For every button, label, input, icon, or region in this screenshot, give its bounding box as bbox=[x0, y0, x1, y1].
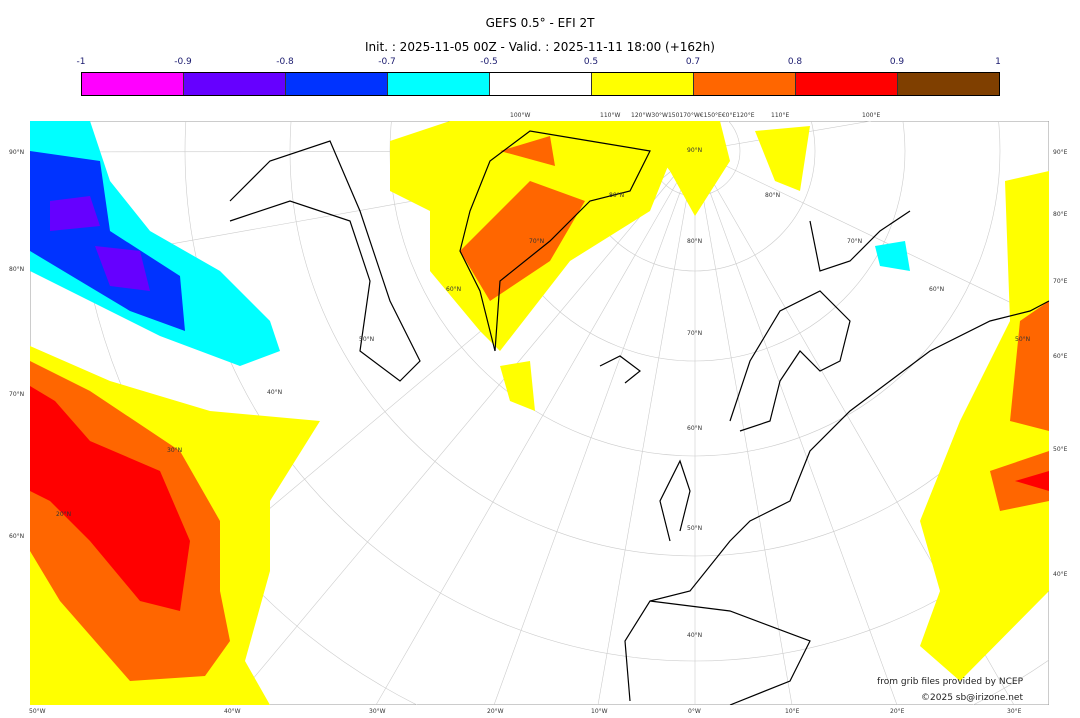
efi-field bbox=[30, 121, 1049, 705]
map-panel[interactable]: 90°N 80°N 70°N 60°N 50°N 40°N 30°N 20°N … bbox=[30, 121, 1049, 705]
efi-yellow-region bbox=[755, 126, 810, 191]
right-axis-label: 90°E bbox=[1053, 149, 1068, 156]
left-axis-label: 80°N bbox=[9, 266, 25, 273]
bottom-axis-label: 10°E bbox=[785, 708, 800, 715]
top-axis-label: 120°W30°W150170°W€150°E€0°E120°E bbox=[631, 112, 755, 119]
data-source-credit: from grib files provided by NCEP bbox=[877, 677, 1023, 687]
efi-cyan-region bbox=[875, 241, 910, 271]
novaya-zemlya-coast bbox=[809, 210, 911, 272]
right-axis-label: 60°E bbox=[1053, 353, 1068, 360]
grid-label: 40°N bbox=[687, 632, 702, 639]
britain-coast bbox=[659, 459, 691, 542]
efi-purple-region bbox=[95, 246, 150, 291]
bottom-axis-label: 50°W bbox=[29, 708, 46, 715]
grid-label: 60°N bbox=[929, 286, 944, 293]
grid-label: 40°N bbox=[267, 389, 282, 396]
grid-label: 30°N bbox=[167, 447, 182, 454]
iberia-coast bbox=[649, 600, 811, 705]
colorbar bbox=[81, 72, 1000, 96]
colorbar-tick: 1 bbox=[995, 57, 1001, 67]
map-subtitle: Init. : 2025-11-05 00Z - Valid. : 2025-1… bbox=[365, 40, 715, 54]
left-axis-label: 60°N bbox=[9, 533, 25, 540]
coastlines bbox=[229, 130, 1049, 705]
right-axis-label: 50°E bbox=[1053, 446, 1068, 453]
grid-label: 60°N bbox=[446, 286, 461, 293]
grid-label: 50°N bbox=[1015, 336, 1030, 343]
efi-yellow-region bbox=[920, 171, 1049, 681]
top-axis-label: 110°W bbox=[600, 112, 621, 119]
scandinavia-coast bbox=[729, 290, 851, 432]
top-axis-label: 110°E bbox=[771, 112, 790, 119]
iceland-coast bbox=[599, 355, 641, 384]
colorbar-swatch bbox=[592, 73, 694, 95]
colorbar-tick: -0.5 bbox=[480, 57, 498, 67]
colorbar-tick: -0.9 bbox=[174, 57, 192, 67]
colorbar-swatch bbox=[82, 73, 184, 95]
colorbar-swatch bbox=[694, 73, 796, 95]
bottom-axis-label: 0°W bbox=[688, 708, 701, 715]
right-axis-label: 70°E bbox=[1053, 278, 1068, 285]
europe-coast bbox=[624, 300, 1049, 702]
grid-label: 90°N bbox=[687, 147, 702, 154]
efi-orange-region bbox=[1010, 301, 1049, 431]
bottom-axis-label: 30°E bbox=[1007, 708, 1022, 715]
colorbar-swatch bbox=[898, 73, 999, 95]
efi-orange-region bbox=[500, 136, 555, 166]
efi-yellow-region bbox=[500, 361, 535, 411]
grid-label: 70°N bbox=[847, 238, 862, 245]
colorbar-swatch bbox=[796, 73, 898, 95]
colorbar-tick: -0.7 bbox=[378, 57, 396, 67]
right-axis-label: 40°E bbox=[1053, 571, 1068, 578]
grid-label: 70°N bbox=[529, 238, 544, 245]
colorbar-swatch bbox=[286, 73, 388, 95]
copyright-credit: ©2025 sb@irizone.net bbox=[921, 693, 1023, 703]
efi-purple-region bbox=[50, 196, 100, 231]
grid-label: 70°N bbox=[687, 330, 702, 337]
colorbar-tick: 0.9 bbox=[889, 57, 905, 67]
colorbar-tick: -0.8 bbox=[276, 57, 294, 67]
efi-red-region bbox=[1015, 471, 1049, 491]
grid-label: 50°N bbox=[687, 525, 702, 532]
bottom-axis-label: 10°W bbox=[591, 708, 608, 715]
bottom-axis-label: 30°W bbox=[369, 708, 386, 715]
colorbar-tick: 0.5 bbox=[583, 57, 599, 67]
grid-label: 60°N bbox=[687, 425, 702, 432]
bottom-axis-label: 20°W bbox=[487, 708, 504, 715]
colorbar-tick: -1 bbox=[76, 57, 86, 67]
top-axis-label: 100°E bbox=[862, 112, 881, 119]
grid-label: 20°N bbox=[56, 511, 71, 518]
map-title: GEFS 0.5° - EFI 2T bbox=[485, 16, 595, 30]
top-axis-label: 100°W bbox=[510, 112, 531, 119]
greenland-coast bbox=[459, 130, 651, 352]
grid-label: 80°N bbox=[609, 192, 624, 199]
efi-yellow-region bbox=[630, 121, 730, 216]
inner-grid-labels: 90°N 80°N 70°N 60°N 50°N 40°N 30°N 20°N … bbox=[56, 147, 1030, 639]
colorbar-swatch bbox=[388, 73, 490, 95]
colorbar-tick: 0.7 bbox=[685, 57, 701, 67]
colorbar-tick: 0.8 bbox=[787, 57, 803, 67]
left-axis-label: 70°N bbox=[9, 391, 25, 398]
canada-coast bbox=[229, 140, 421, 382]
grid-label: 80°N bbox=[687, 238, 702, 245]
bottom-axis-label: 40°W bbox=[224, 708, 241, 715]
colorbar-swatch bbox=[490, 73, 592, 95]
left-axis-label: 90°N bbox=[9, 149, 25, 156]
colorbar-swatch bbox=[184, 73, 286, 95]
grid-label: 80°N bbox=[765, 192, 780, 199]
bottom-axis-label: 20°E bbox=[890, 708, 905, 715]
right-axis-label: 80°E bbox=[1053, 211, 1068, 218]
efi-red-region bbox=[30, 386, 190, 611]
grid-label: 50°N bbox=[359, 336, 374, 343]
efi-orange-region bbox=[460, 181, 585, 301]
